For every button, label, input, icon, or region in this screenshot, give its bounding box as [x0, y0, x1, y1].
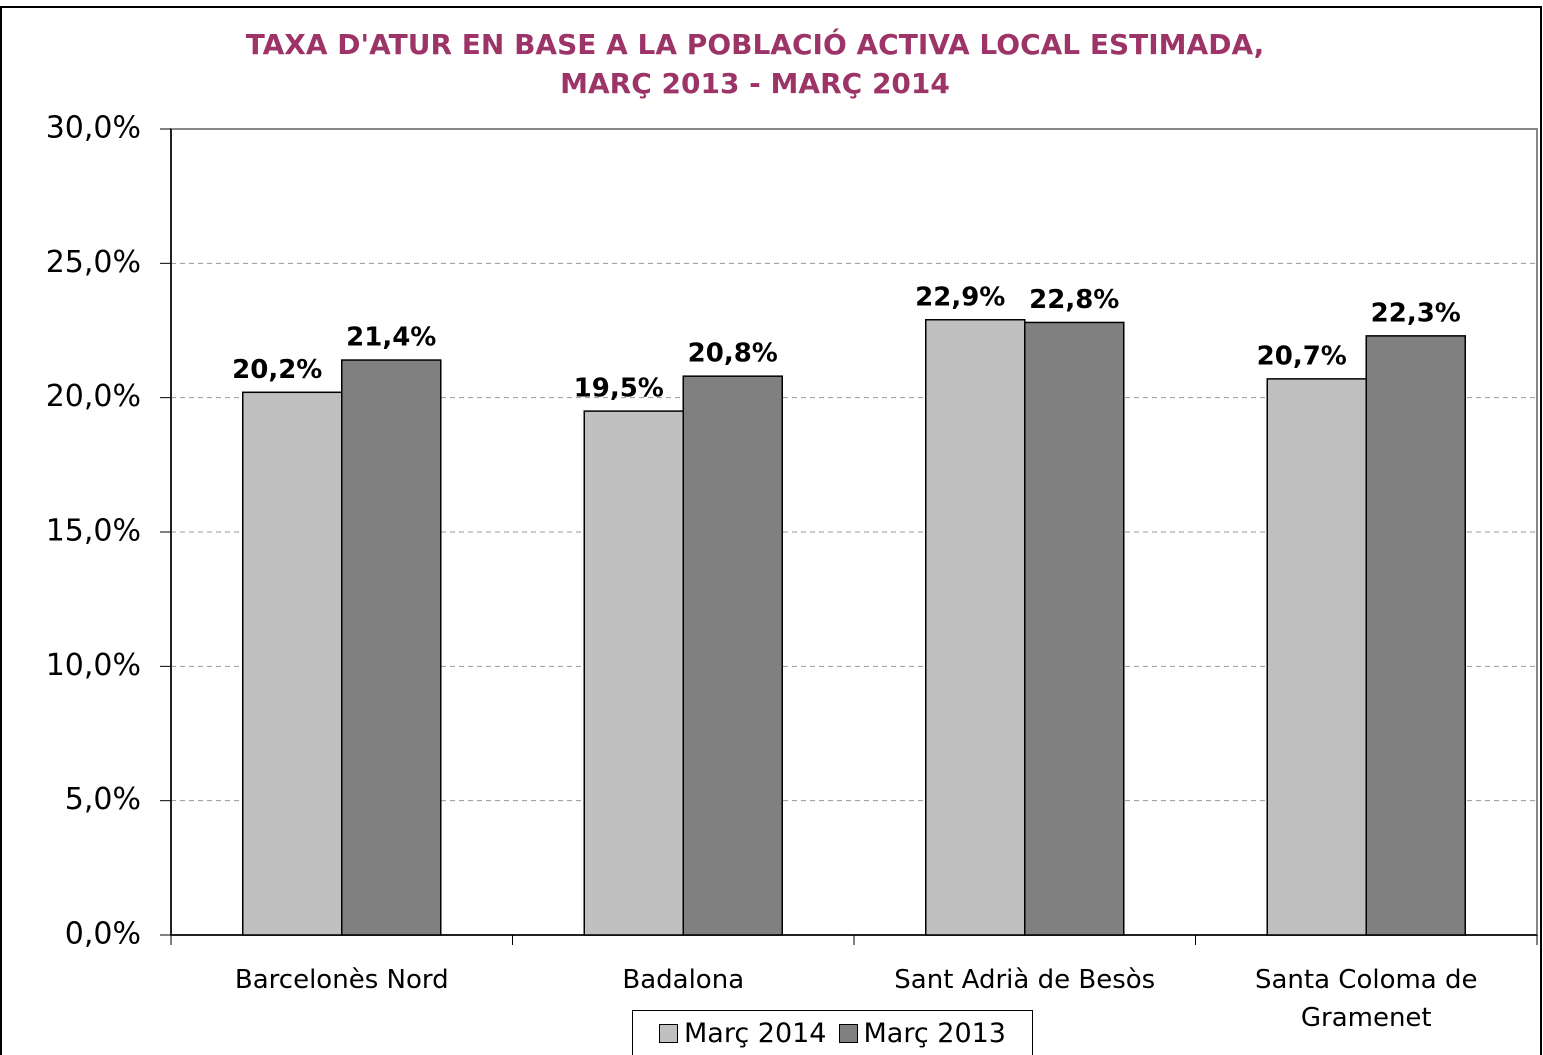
data-label: 20,7%: [1257, 341, 1347, 371]
x-tick-label: Santa Coloma de Gramenet: [1254, 965, 1478, 1033]
bar: [925, 319, 1026, 936]
legend-swatch: [838, 1024, 858, 1043]
bar: [682, 375, 783, 936]
y-tick-label: 0,0%: [65, 917, 141, 952]
data-label: 22,3%: [1371, 298, 1461, 328]
x-tick-label: Badalona: [622, 965, 745, 995]
bar: [1024, 321, 1125, 936]
bar: [1266, 378, 1367, 936]
legend: Març 2014 Març 2013: [632, 1010, 1033, 1055]
data-label: 22,9%: [915, 282, 1005, 312]
chart-border: [0, 6, 1542, 1055]
y-tick-label: 30,0%: [46, 111, 141, 146]
y-tick-label: 20,0%: [46, 379, 141, 414]
legend-label: Març 2014: [684, 1018, 827, 1049]
data-label: 21,4%: [346, 323, 436, 353]
bar: [1365, 335, 1466, 936]
data-label: 19,5%: [574, 374, 664, 404]
legend-swatch: [659, 1024, 678, 1043]
y-tick-label: 15,0%: [46, 514, 141, 549]
legend-item: Març 2014: [659, 1018, 827, 1049]
data-label: 22,8%: [1029, 285, 1119, 315]
data-label: 20,8%: [688, 339, 778, 369]
y-tick-label: 25,0%: [46, 245, 141, 280]
x-tick-label: Sant Adrià de Besòs: [894, 965, 1156, 995]
x-tick-label: Barcelonès Nord: [234, 965, 449, 995]
bar: [242, 391, 343, 936]
legend-label: Març 2013: [863, 1018, 1007, 1049]
bar: [583, 410, 684, 936]
bar: [341, 359, 442, 936]
chart-title: TAXA D'ATUR EN BASE A LA POBLACIÓ ACTIVA…: [246, 27, 1265, 61]
data-label: 20,2%: [232, 355, 322, 385]
legend-item: Març 2013: [838, 1018, 1007, 1049]
chart-title: MARÇ 2013 - MARÇ 2014: [560, 67, 950, 100]
y-tick-label: 5,0%: [65, 782, 141, 817]
y-tick-label: 10,0%: [46, 648, 141, 683]
